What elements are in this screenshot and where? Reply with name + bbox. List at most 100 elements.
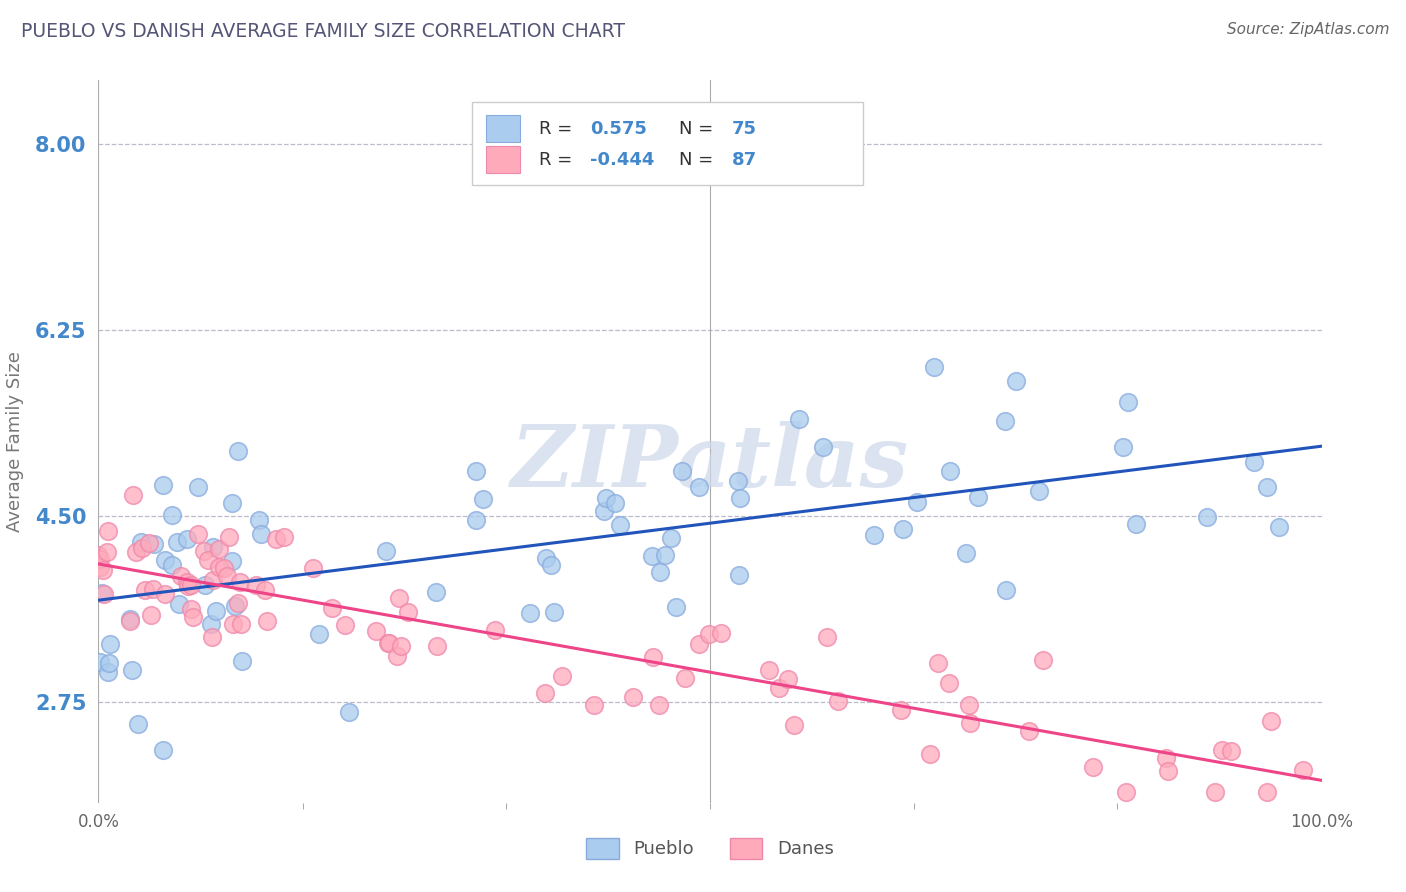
- Point: [231, 654, 253, 668]
- Point: [1220, 744, 1243, 758]
- Point: [957, 698, 980, 712]
- Point: [994, 583, 1017, 598]
- Point: [783, 718, 806, 732]
- Point: [659, 531, 682, 545]
- Point: [728, 491, 751, 506]
- Point: [551, 669, 574, 683]
- Point: [426, 639, 449, 653]
- Point: [465, 464, 488, 478]
- Point: [787, 411, 810, 425]
- Point: [1081, 760, 1104, 774]
- Point: [603, 496, 626, 510]
- Point: [120, 615, 142, 629]
- Point: [180, 578, 202, 592]
- Point: [534, 551, 557, 566]
- Point: [778, 673, 800, 687]
- Point: [425, 585, 447, 599]
- Point: [471, 492, 494, 507]
- Point: [905, 495, 928, 509]
- Point: [994, 414, 1017, 428]
- Point: [221, 554, 243, 568]
- Point: [205, 604, 228, 618]
- Point: [201, 573, 224, 587]
- Point: [1116, 394, 1139, 409]
- Point: [177, 579, 200, 593]
- Text: -0.444: -0.444: [591, 151, 655, 169]
- Point: [122, 488, 145, 502]
- Point: [221, 496, 243, 510]
- Point: [181, 610, 204, 624]
- Point: [337, 706, 360, 720]
- Point: [891, 522, 914, 536]
- Point: [396, 605, 419, 619]
- Point: [673, 671, 696, 685]
- Point: [197, 553, 219, 567]
- Point: [387, 648, 409, 663]
- Point: [688, 637, 710, 651]
- Point: [91, 563, 114, 577]
- Point: [378, 635, 401, 649]
- Point: [375, 544, 398, 558]
- Text: N =: N =: [679, 151, 720, 169]
- Point: [484, 623, 506, 637]
- Text: N =: N =: [679, 120, 720, 137]
- Point: [170, 569, 193, 583]
- Point: [226, 444, 249, 458]
- Point: [533, 686, 555, 700]
- Point: [540, 558, 562, 572]
- Point: [665, 600, 688, 615]
- Point: [200, 616, 222, 631]
- Point: [229, 575, 252, 590]
- Point: [187, 526, 209, 541]
- Point: [125, 545, 148, 559]
- Point: [1018, 723, 1040, 738]
- Point: [364, 624, 387, 638]
- Point: [1204, 785, 1226, 799]
- Point: [595, 491, 617, 505]
- Point: [1256, 480, 1278, 494]
- Point: [131, 541, 153, 555]
- Point: [139, 607, 162, 622]
- Point: [583, 698, 606, 712]
- Point: [1005, 374, 1028, 388]
- Point: [1115, 785, 1137, 799]
- Point: [87, 548, 110, 562]
- Point: [1028, 483, 1050, 498]
- Point: [1112, 440, 1135, 454]
- Point: [688, 480, 710, 494]
- Point: [1256, 785, 1278, 799]
- Text: 0.575: 0.575: [591, 120, 647, 137]
- Point: [519, 606, 541, 620]
- Point: [91, 585, 114, 599]
- Point: [959, 716, 981, 731]
- Point: [273, 530, 295, 544]
- Point: [758, 664, 780, 678]
- Point: [927, 656, 949, 670]
- Point: [215, 569, 238, 583]
- Point: [142, 582, 165, 596]
- Point: [890, 703, 912, 717]
- Point: [153, 552, 176, 566]
- Point: [152, 477, 174, 491]
- Text: Source: ZipAtlas.com: Source: ZipAtlas.com: [1226, 22, 1389, 37]
- Point: [863, 528, 886, 542]
- Point: [160, 558, 183, 573]
- Point: [129, 535, 152, 549]
- Text: 75: 75: [733, 120, 756, 137]
- Point: [218, 530, 240, 544]
- Point: [543, 606, 565, 620]
- Point: [138, 536, 160, 550]
- Point: [1154, 750, 1177, 764]
- Point: [308, 627, 330, 641]
- Point: [96, 545, 118, 559]
- Point: [194, 578, 217, 592]
- Point: [98, 656, 121, 670]
- Point: [1243, 455, 1265, 469]
- Point: [201, 630, 224, 644]
- Text: ZIPatlas: ZIPatlas: [510, 421, 910, 505]
- Point: [143, 536, 166, 550]
- Point: [321, 600, 343, 615]
- Point: [201, 541, 224, 555]
- Text: 87: 87: [733, 151, 758, 169]
- Point: [187, 480, 209, 494]
